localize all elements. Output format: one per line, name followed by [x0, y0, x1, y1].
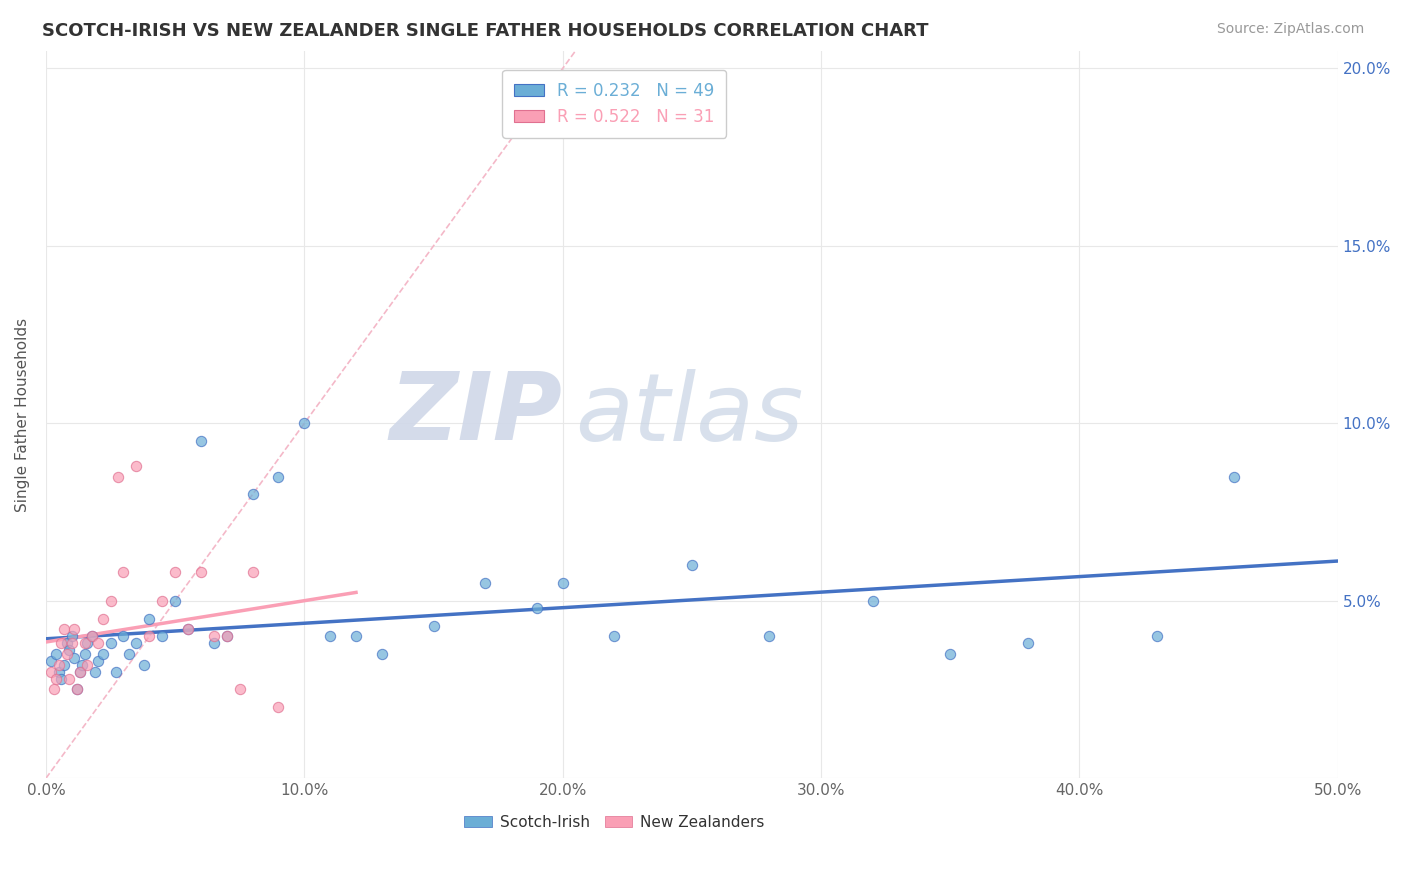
- Point: [73, 636, 96, 650]
- Point: [91, 647, 114, 661]
- Y-axis label: Single Father Households: Single Father Households: [15, 318, 30, 511]
- Text: Source: ZipAtlas.com: Source: ZipAtlas.com: [1216, 22, 1364, 37]
- Point: [177, 622, 200, 636]
- Point: [39, 654, 62, 668]
- Point: [53, 622, 76, 636]
- Legend: Scotch-Irish, New Zealanders: Scotch-Irish, New Zealanders: [458, 809, 770, 836]
- Point: [165, 566, 187, 580]
- Point: [242, 487, 264, 501]
- Point: [551, 576, 574, 591]
- Point: [215, 629, 238, 643]
- Point: [51, 636, 73, 650]
- Point: [100, 636, 122, 650]
- Point: [681, 558, 703, 573]
- Point: [104, 665, 127, 679]
- Point: [82, 629, 104, 643]
- Point: [73, 647, 96, 661]
- Point: [190, 566, 212, 580]
- Point: [202, 636, 225, 650]
- Point: [150, 594, 173, 608]
- Point: [603, 629, 626, 643]
- Text: atlas: atlas: [575, 369, 804, 460]
- Point: [242, 566, 264, 580]
- Point: [1223, 469, 1246, 483]
- Point: [69, 665, 91, 679]
- Point: [86, 654, 108, 668]
- Point: [42, 682, 65, 697]
- Point: [526, 600, 548, 615]
- Point: [91, 611, 114, 625]
- Point: [58, 672, 80, 686]
- Point: [134, 657, 156, 672]
- Point: [112, 629, 135, 643]
- Point: [125, 458, 148, 473]
- Point: [125, 636, 148, 650]
- Point: [117, 647, 139, 661]
- Point: [45, 672, 67, 686]
- Point: [190, 434, 212, 448]
- Point: [371, 647, 394, 661]
- Point: [53, 657, 76, 672]
- Point: [55, 636, 77, 650]
- Point: [76, 636, 98, 650]
- Point: [69, 665, 91, 679]
- Point: [86, 636, 108, 650]
- Point: [82, 629, 104, 643]
- Point: [55, 647, 77, 661]
- Point: [48, 657, 70, 672]
- Point: [63, 622, 86, 636]
- Point: [758, 629, 780, 643]
- Point: [60, 629, 83, 643]
- Point: [267, 469, 290, 483]
- Point: [45, 647, 67, 661]
- Point: [422, 618, 444, 632]
- Point: [39, 665, 62, 679]
- Point: [60, 636, 83, 650]
- Point: [150, 629, 173, 643]
- Point: [70, 657, 93, 672]
- Point: [862, 594, 884, 608]
- Point: [112, 566, 135, 580]
- Point: [1017, 636, 1039, 650]
- Point: [292, 417, 315, 431]
- Point: [51, 672, 73, 686]
- Text: ZIP: ZIP: [389, 368, 562, 460]
- Point: [202, 629, 225, 643]
- Point: [229, 682, 252, 697]
- Point: [84, 665, 107, 679]
- Point: [58, 643, 80, 657]
- Point: [165, 594, 187, 608]
- Point: [267, 700, 290, 714]
- Point: [1146, 629, 1168, 643]
- Point: [319, 629, 342, 643]
- Text: SCOTCH-IRISH VS NEW ZEALANDER SINGLE FATHER HOUSEHOLDS CORRELATION CHART: SCOTCH-IRISH VS NEW ZEALANDER SINGLE FAT…: [42, 22, 929, 40]
- Point: [66, 682, 89, 697]
- Point: [100, 594, 122, 608]
- Point: [344, 629, 367, 643]
- Point: [63, 650, 86, 665]
- Point: [107, 469, 129, 483]
- Point: [138, 629, 160, 643]
- Point: [48, 665, 70, 679]
- Point: [474, 576, 496, 591]
- Point: [138, 611, 160, 625]
- Point: [215, 629, 238, 643]
- Point: [939, 647, 962, 661]
- Point: [76, 657, 98, 672]
- Point: [66, 682, 89, 697]
- Point: [177, 622, 200, 636]
